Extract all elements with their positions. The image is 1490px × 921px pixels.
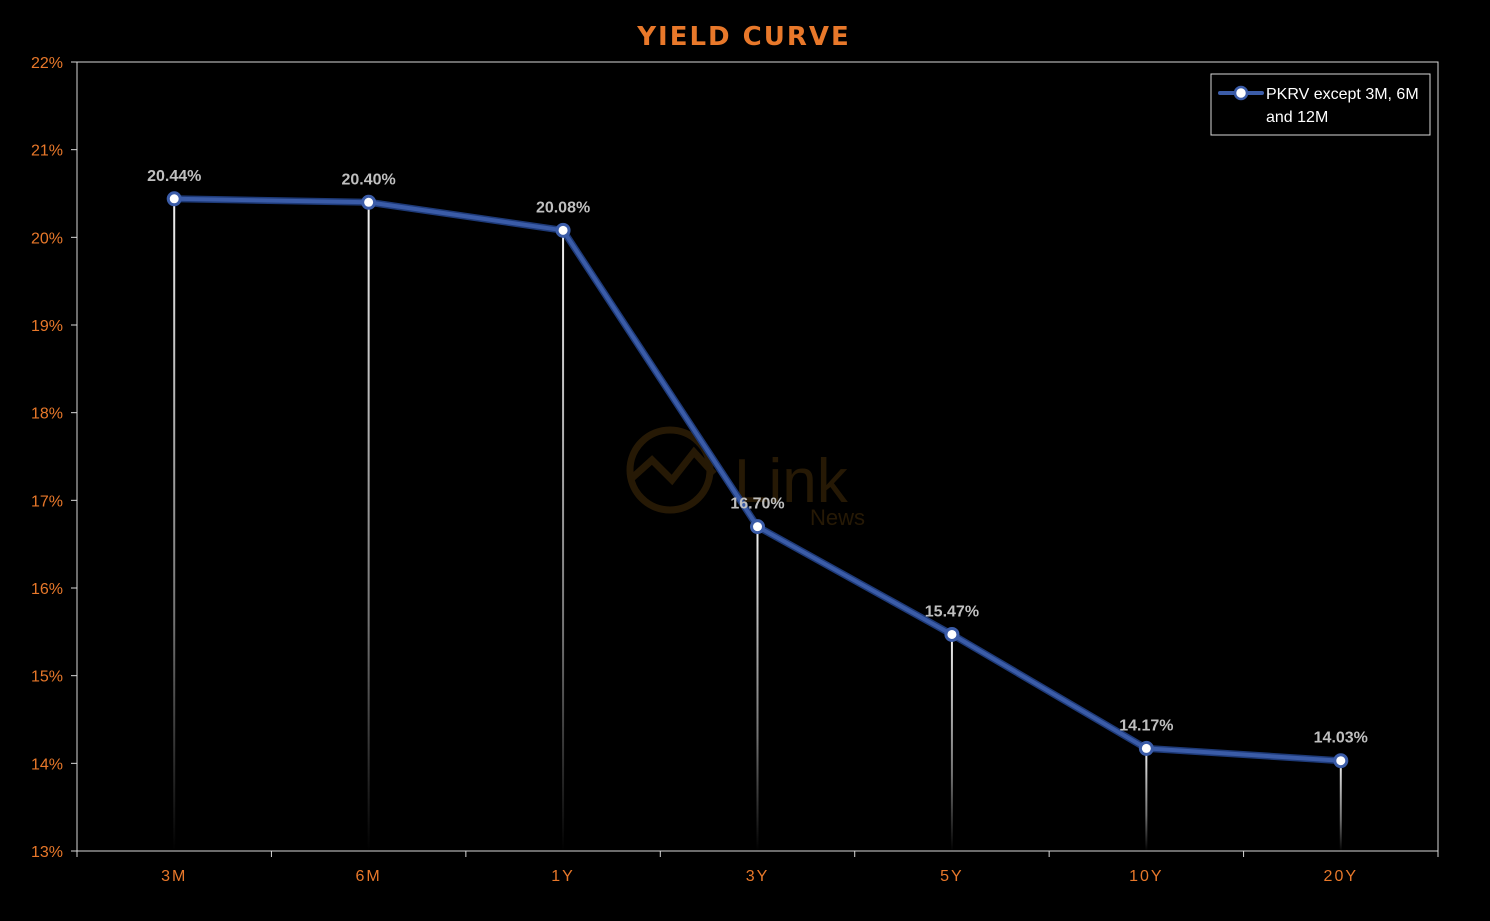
- data-point: [944, 626, 960, 642]
- data-label: 16.70%: [730, 496, 784, 513]
- drop-line: [173, 198, 176, 851]
- y-tick-label: 18%: [31, 406, 63, 423]
- legend-series-marker: [1233, 85, 1249, 101]
- data-point: [555, 222, 571, 238]
- data-labels: 20.44% 20.40% 20.08% 16.70% 15.47% 14.17% 14.0…: [147, 168, 1368, 747]
- x-tick-label: 5Y: [940, 868, 964, 885]
- series-layer: [166, 191, 1349, 769]
- y-axis: 13% 14% 15% 16% 17% 18% 19% 20% 21% 22%: [31, 55, 77, 861]
- watermark-logo-zigzag: [629, 446, 717, 486]
- y-tick-label: 22%: [31, 55, 63, 72]
- x-tick-label: 1Y: [551, 868, 575, 885]
- watermark-word: Link: [734, 447, 849, 516]
- y-tick-label: 17%: [31, 493, 63, 510]
- watermark-sub: News: [810, 505, 865, 530]
- data-point: [1138, 740, 1154, 756]
- y-tick-label: 21%: [31, 143, 63, 160]
- drop-line: [756, 526, 759, 851]
- data-point: [166, 191, 182, 207]
- drop-line: [1339, 760, 1342, 851]
- x-tick-label: 20Y: [1324, 868, 1358, 885]
- data-label: 20.44%: [147, 168, 201, 185]
- link-news-watermark: Link News: [626, 426, 865, 530]
- data-point: [750, 519, 765, 535]
- legend-series-label-line2: and 12M: [1266, 109, 1328, 126]
- y-tick-label: 13%: [31, 844, 63, 861]
- data-point: [1333, 753, 1349, 769]
- data-label: 14.17%: [1119, 717, 1173, 734]
- watermark-logo-ring: [626, 426, 714, 514]
- y-tick-label: 15%: [31, 669, 63, 686]
- data-label: 14.03%: [1314, 730, 1368, 747]
- x-tick-label: 3Y: [746, 868, 770, 885]
- x-tick-label: 10Y: [1129, 868, 1163, 885]
- x-tick-label: 6M: [356, 868, 382, 885]
- y-tick-label: 20%: [31, 230, 63, 247]
- data-label: 20.40%: [342, 171, 396, 188]
- legend-box: [1210, 73, 1431, 136]
- drop-line: [562, 230, 565, 851]
- drop-line: [950, 634, 953, 851]
- chart-title: YIELD CURVE: [636, 22, 851, 52]
- data-point: [361, 194, 377, 210]
- drop-line: [367, 202, 370, 851]
- x-axis: 3M 6M 1Y 3Y 5Y 10Y 20Y: [76, 851, 1439, 885]
- y-tick-label: 19%: [31, 318, 63, 335]
- legend-series-label-line1: PKRV except 3M, 6M: [1266, 86, 1419, 103]
- drop-line: [1145, 748, 1148, 851]
- y-tick-label: 14%: [31, 756, 63, 773]
- data-label: 20.08%: [536, 199, 590, 216]
- data-label: 15.47%: [925, 603, 979, 620]
- legend: PKRV except 3M, 6M and 12M: [1210, 73, 1431, 136]
- drop-lines: [173, 198, 1342, 851]
- x-tick-label: 3M: [161, 868, 187, 885]
- y-tick-label: 16%: [31, 581, 63, 598]
